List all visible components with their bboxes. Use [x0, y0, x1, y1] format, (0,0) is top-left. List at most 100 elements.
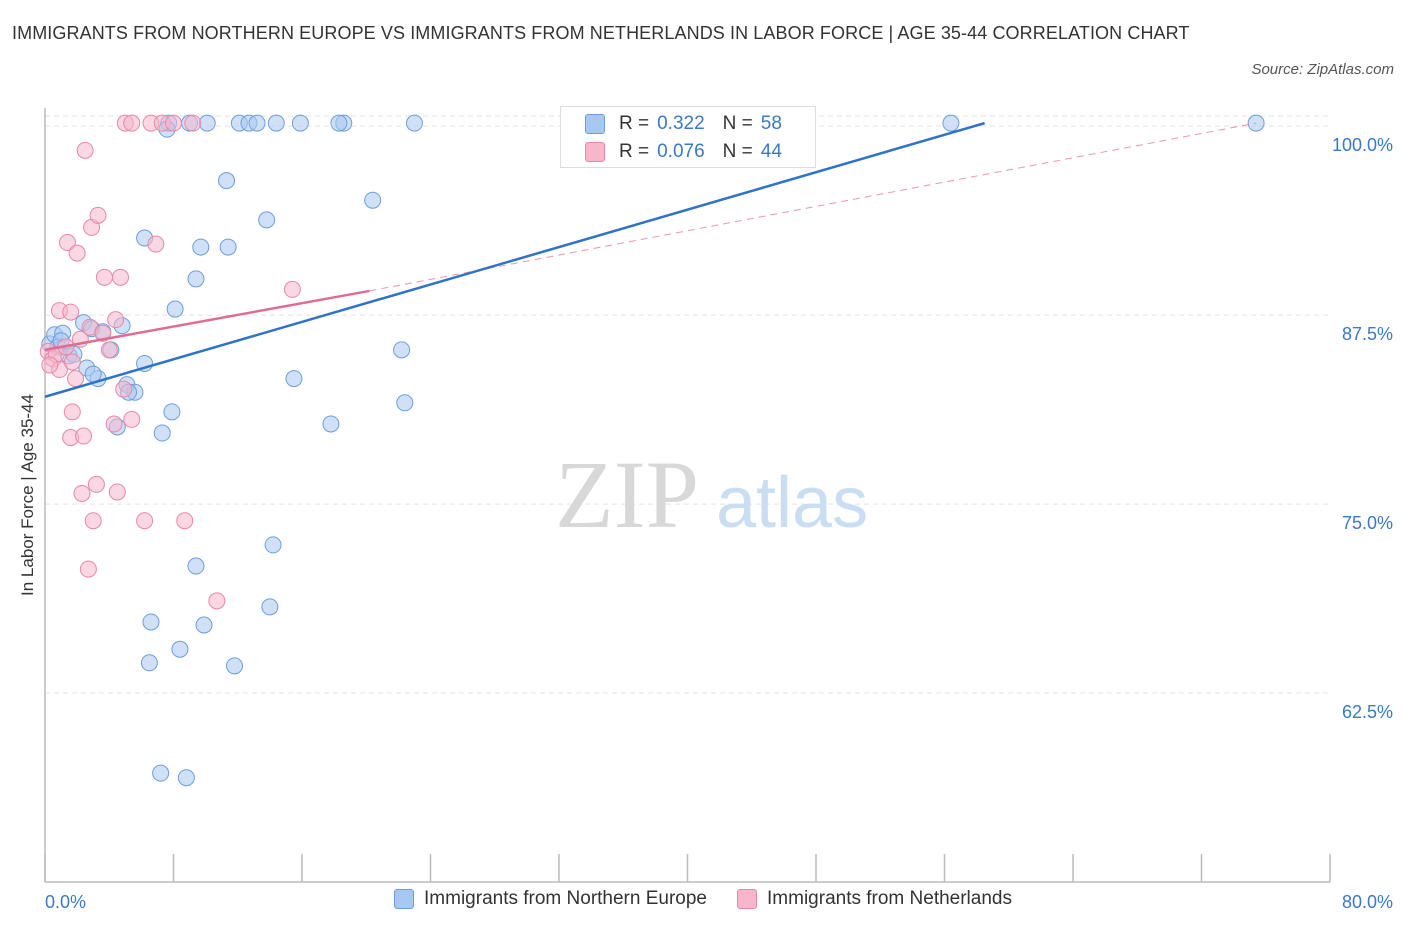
trend-line-netherlands [44, 289, 370, 352]
northern-europe-point [261, 598, 279, 616]
northern-europe-point [291, 114, 309, 132]
netherlands-point [87, 475, 105, 493]
northern-europe-point [218, 172, 236, 190]
chart-title: IMMIGRANTS FROM NORTHERN EUROPE VS IMMIG… [12, 23, 1190, 43]
y-tick-label: 62.5% [1342, 702, 1393, 722]
axes [44, 108, 1331, 883]
northern-europe-point [285, 370, 303, 388]
y-tick-label: 87.5% [1342, 324, 1393, 344]
trend-lines [44, 121, 1257, 398]
data-points [39, 114, 1265, 787]
northern-europe-point [258, 211, 276, 229]
r-label: R = [619, 141, 650, 162]
gridlines [45, 115, 1330, 694]
netherlands-point [165, 114, 182, 132]
netherlands-point [176, 512, 194, 530]
netherlands-point [100, 341, 118, 359]
netherlands-point [107, 311, 125, 329]
northern-europe-point [330, 114, 348, 132]
netherlands-point [58, 234, 76, 252]
watermark-zip: ZIP [555, 441, 699, 548]
northern-europe-point [142, 613, 160, 631]
tick-labels: 62.5% 75.0% 87.5% 100.0% 0.0% 80.0% [45, 135, 1393, 912]
x-tick-label: 0.0% [45, 892, 86, 912]
northern-europe-point [171, 640, 189, 658]
n-value: 58 [760, 113, 782, 134]
legend-item-netherlands[interactable]: Immigrants from Netherlands [737, 888, 1012, 910]
x-tick-label: 80.0% [1342, 892, 1393, 912]
y-tick-label: 100.0% [1332, 135, 1393, 155]
legend-swatch-blue [394, 889, 415, 909]
netherlands-point [75, 427, 93, 445]
netherlands-point [67, 370, 85, 388]
n-value: 44 [760, 141, 782, 162]
northern-europe-point [364, 191, 382, 209]
northern-europe-point [405, 114, 423, 132]
netherlands-point [136, 512, 154, 530]
n-label: N = [722, 113, 753, 134]
legend-swatch-pink [585, 142, 605, 162]
correlation-stats-box: R = 0.322 N = 58 R = 0.076 N = 44 [560, 106, 816, 168]
netherlands-point [84, 512, 102, 530]
netherlands-point [108, 483, 126, 501]
stats-row-netherlands: R = 0.076 N = 44 [585, 139, 782, 165]
r-value: 0.322 [657, 113, 705, 134]
netherlands-point [123, 410, 141, 428]
netherlands-point [147, 235, 165, 253]
legend-swatch-pink [737, 889, 758, 909]
n-label: N = [722, 141, 753, 162]
stats-row-northern-europe: R = 0.322 N = 58 [585, 111, 782, 137]
northern-europe-point [393, 341, 411, 359]
northern-europe-point [187, 270, 205, 288]
northern-europe-point [248, 114, 266, 132]
northern-europe-point [192, 238, 210, 256]
northern-europe-point [163, 403, 181, 421]
netherlands-point [184, 114, 202, 132]
northern-europe-point [226, 657, 244, 675]
r-label: R = [619, 113, 650, 134]
legend-swatch-blue [585, 114, 605, 134]
r-value: 0.076 [657, 141, 705, 162]
northern-europe-point [219, 238, 237, 256]
northern-europe-point [264, 536, 282, 554]
northern-europe-point [396, 394, 414, 412]
netherlands-point [89, 206, 107, 224]
northern-europe-point [267, 114, 285, 132]
netherlands-point [115, 380, 133, 398]
netherlands-point [76, 141, 94, 159]
northern-europe-point [198, 114, 216, 132]
netherlands-point [283, 280, 301, 298]
netherlands-point [111, 268, 129, 286]
northern-europe-point [84, 365, 102, 383]
watermark-atlas: atlas [716, 463, 868, 543]
legend-item-northern-europe[interactable]: Immigrants from Northern Europe [394, 888, 707, 910]
northern-europe-point [153, 424, 171, 442]
netherlands-point [63, 353, 81, 371]
northern-europe-point [177, 769, 195, 787]
netherlands-point [68, 244, 86, 262]
netherlands-point [94, 324, 112, 342]
netherlands-point [208, 592, 226, 610]
y-tick-label: 75.0% [1342, 513, 1393, 533]
legend-label: Immigrants from Netherlands [767, 888, 1012, 909]
netherlands-point [62, 303, 80, 321]
netherlands-point [73, 484, 91, 502]
netherlands-point [123, 114, 141, 132]
netherlands-point [63, 403, 81, 421]
netherlands-point [95, 268, 113, 286]
netherlands-point [41, 356, 59, 374]
northern-europe-point [166, 300, 184, 318]
netherlands-point [79, 560, 97, 578]
northern-europe-point [195, 616, 213, 634]
trend-extension-dashed [369, 122, 1257, 292]
chart-legend: Immigrants from Northern Europe Immigran… [0, 888, 1406, 910]
northern-europe-point [152, 764, 170, 782]
northern-europe-point [942, 114, 960, 132]
trend-line-northern-europe [44, 121, 986, 398]
northern-europe-point [187, 557, 205, 575]
y-axis-label: In Labor Force | Age 35-44 [18, 394, 37, 596]
northern-europe-point [140, 654, 158, 672]
legend-label: Immigrants from Northern Europe [424, 888, 708, 909]
source-credit: Source: ZipAtlas.com [1251, 61, 1394, 78]
